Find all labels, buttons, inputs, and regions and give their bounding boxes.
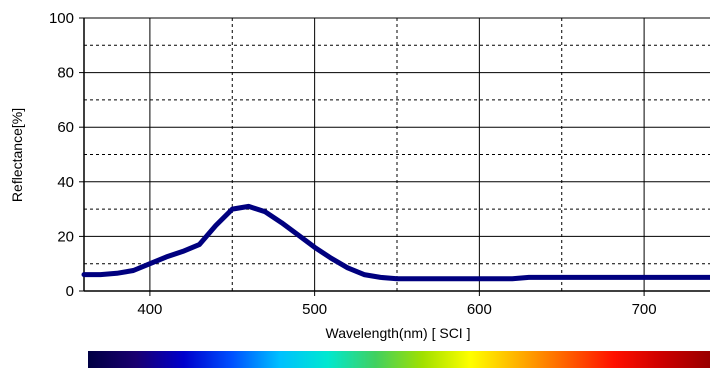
x-tick-label: 400 — [137, 301, 162, 318]
spectrum-color-bar — [88, 351, 710, 368]
y-tick-label: 80 — [57, 65, 74, 82]
axes — [79, 17, 710, 296]
x-axis-label: Wavelength(nm) [ SCI ] — [326, 325, 471, 341]
reflectance-series-line — [81, 203, 710, 282]
grid — [84, 17, 710, 291]
y-tick-label: 0 — [66, 283, 74, 300]
tick-labels: 0 20 40 60 80 100 400 500 600 700 — [49, 10, 657, 318]
y-axis-label: Reflectance[%] — [9, 108, 25, 202]
series-layer — [81, 203, 710, 282]
y-tick-label: 60 — [57, 119, 74, 136]
x-tick-label: 600 — [467, 301, 492, 318]
y-tick-label: 20 — [57, 228, 74, 245]
x-tick-label: 500 — [302, 301, 327, 318]
y-tick-label: 100 — [49, 10, 74, 27]
y-tick-label: 40 — [57, 174, 74, 191]
x-tick-label: 700 — [632, 301, 657, 318]
